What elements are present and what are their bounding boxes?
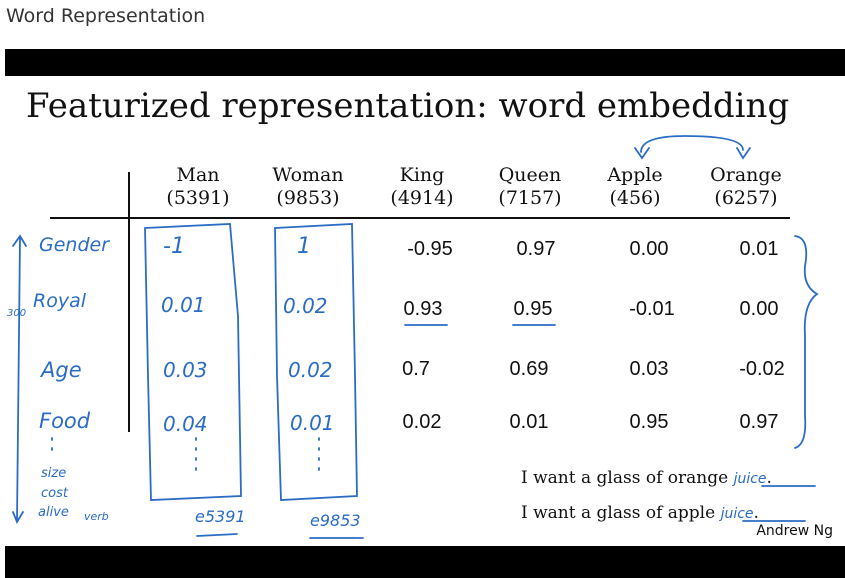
column-word: Woman <box>272 164 344 186</box>
apple-arrow-head <box>634 147 650 160</box>
column-word: Man <box>176 164 220 186</box>
cell-queen-food: 0.01 <box>509 411 549 433</box>
table-vertical-rule <box>128 172 130 432</box>
feature-label-royal: Royal <box>33 290 86 312</box>
cell-queen-age: 0.69 <box>509 358 549 380</box>
column-header-apple: Apple (456) <box>585 164 685 210</box>
column-header-orange: Orange (6257) <box>696 164 796 210</box>
woman-vector-box <box>274 223 358 501</box>
column-word: Queen <box>498 164 562 186</box>
dimension-note: 300 <box>7 308 27 319</box>
orange-arrow-head <box>736 147 751 160</box>
cell-woman-food: 0.01 <box>290 411 335 435</box>
cell-woman-age: 0.02 <box>288 358 333 382</box>
cell-king-age: 0.7 <box>402 358 430 380</box>
cell-orange-age: -0.02 <box>739 358 785 380</box>
dimension-arrow-head-bottom <box>12 511 24 525</box>
cell-king-royal: 0.93 <box>403 298 443 320</box>
column-header-queen: Queen (7157) <box>480 164 580 210</box>
extra-feature-size: size <box>41 466 67 481</box>
column-word: King <box>399 164 445 186</box>
feature-label-gender: Gender <box>39 234 110 256</box>
sentence-apple: I want a glass of apple juice. <box>521 503 759 523</box>
cell-queen-gender: 0.97 <box>516 238 556 260</box>
cell-apple-royal: -0.01 <box>629 298 675 320</box>
vector-label-man-underline <box>196 533 238 537</box>
vector-label-woman: e9853 <box>310 511 361 530</box>
cell-man-gender: -1 <box>163 234 185 259</box>
table-horizontal-rule <box>50 217 790 219</box>
column-word: Orange <box>710 164 782 186</box>
cell-apple-gender: 0.00 <box>629 238 669 260</box>
feature-label-food: Food <box>39 409 91 433</box>
column-index: (9853) <box>276 187 340 209</box>
cell-king-food: 0.02 <box>402 411 442 433</box>
cell-apple-age: 0.03 <box>629 358 669 380</box>
slide: Featurized representation: word embeddin… <box>5 76 845 546</box>
cell-man-royal: 0.01 <box>161 293 206 317</box>
feature-label-age: Age <box>41 358 82 382</box>
column-header-king: King (4914) <box>372 164 472 210</box>
man-vector-box <box>144 223 242 501</box>
sentence-text: I want a glass of orange <box>521 468 729 488</box>
extra-feature-alive: alive <box>38 505 69 520</box>
sentence-blank: juice <box>720 506 754 522</box>
cell-apple-food: 0.95 <box>629 411 669 433</box>
dimension-arrow <box>16 237 21 522</box>
cell-man-age: 0.03 <box>163 358 208 382</box>
slide-title: Featurized representation: word embeddin… <box>26 86 790 126</box>
sentence-blank: juice <box>733 471 767 487</box>
sentence-orange: I want a glass of orange juice. <box>521 468 772 488</box>
video-top-bar <box>5 49 845 76</box>
page-title: Word Representation <box>6 5 206 27</box>
cell-orange-food: 0.97 <box>739 411 779 433</box>
right-brace <box>794 235 819 449</box>
dimension-arrow-head-top <box>12 234 27 247</box>
sentence-text: I want a glass of apple <box>521 503 716 523</box>
column-header-man: Man (5391) <box>148 164 248 210</box>
vector-label-man: e5391 <box>195 507 246 526</box>
column-index: (7157) <box>498 187 562 209</box>
cell-queen-royal: 0.95 <box>513 298 553 320</box>
extra-feature-cost: cost <box>41 486 68 501</box>
cell-orange-gender: 0.01 <box>739 238 779 260</box>
column-index: (4914) <box>390 187 454 209</box>
apple-orange-connector <box>640 135 744 153</box>
sentence-end: . <box>753 503 759 523</box>
cell-woman-gender: 1 <box>297 234 311 259</box>
author-credit: Andrew Ng <box>756 523 833 539</box>
ink-annotations <box>12 135 819 539</box>
sentence-end: . <box>766 468 772 488</box>
cell-orange-royal: 0.00 <box>739 298 779 320</box>
column-index: (5391) <box>166 187 230 209</box>
video-bottom-bar <box>5 546 845 578</box>
column-header-woman: Woman (9853) <box>258 164 358 210</box>
cell-man-food: 0.04 <box>163 412 208 436</box>
cell-woman-royal: 0.02 <box>283 294 328 318</box>
cell-king-gender: -0.95 <box>407 238 453 260</box>
column-word: Apple <box>607 164 663 186</box>
column-index: (6257) <box>714 187 778 209</box>
column-index: (456) <box>609 187 661 209</box>
extra-feature-verb: verb <box>84 510 109 523</box>
